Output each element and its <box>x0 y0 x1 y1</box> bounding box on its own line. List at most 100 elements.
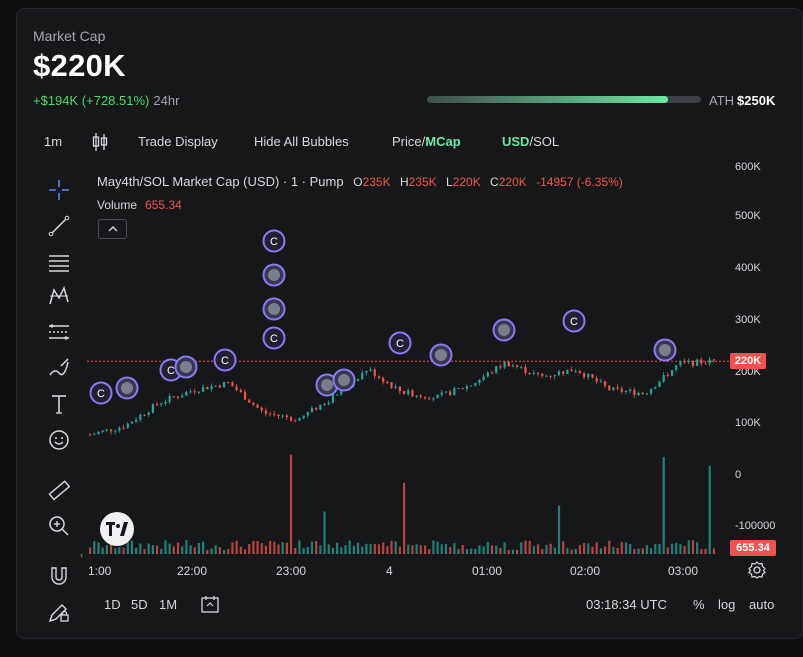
trade-bubble[interactable]: C <box>562 309 586 333</box>
candle <box>457 388 460 390</box>
candle <box>637 392 640 396</box>
trade-bubble[interactable] <box>492 318 516 342</box>
change-period: 24hr <box>153 93 180 108</box>
trade-bubble[interactable] <box>429 343 453 367</box>
candle <box>553 375 556 377</box>
volume-bar <box>143 549 146 554</box>
text-tool-icon[interactable] <box>44 390 74 418</box>
trade-bubble[interactable]: C <box>262 229 286 253</box>
candle <box>708 359 711 364</box>
trend-line-icon[interactable] <box>44 212 74 240</box>
price-mcap-toggle[interactable]: Price/MCap <box>392 134 461 149</box>
brush-icon[interactable] <box>44 354 74 382</box>
trade-bubble[interactable]: C <box>388 331 412 355</box>
volume-bar <box>478 545 481 554</box>
interval-button[interactable]: 1m <box>44 134 63 149</box>
chart-canvas[interactable]: C C C C C C C <box>87 164 789 590</box>
trade-bubble[interactable] <box>262 297 286 321</box>
price-mcap-separator: / <box>421 134 426 149</box>
ath-label: ATH $250K <box>709 93 775 108</box>
ath-progress-bar <box>427 96 701 103</box>
open-key: O <box>353 175 363 189</box>
ruler-icon[interactable] <box>44 476 74 504</box>
emoji-icon[interactable] <box>44 426 74 454</box>
volume-bar <box>562 541 565 554</box>
range-1m-button[interactable]: 1M <box>159 597 178 612</box>
lock-drawings-icon[interactable] <box>44 598 74 626</box>
magnet-icon[interactable] <box>44 562 74 590</box>
close-value: 220K <box>498 175 527 189</box>
candle <box>273 414 276 416</box>
candle <box>235 386 238 391</box>
volume-bar <box>235 540 238 554</box>
ath-progress-fill <box>427 96 669 103</box>
bubble-letter: C <box>270 236 278 248</box>
volume-bar <box>348 540 351 554</box>
candle <box>377 376 381 378</box>
volume-bar <box>394 541 397 554</box>
volume-bar <box>109 540 113 554</box>
candle <box>298 418 301 421</box>
change-amount: +$194K (+728.51%) <box>33 93 150 108</box>
date-range-icon[interactable] <box>200 594 220 617</box>
auto-toggle[interactable]: auto <box>749 597 775 612</box>
zoom-in-icon[interactable] <box>44 512 74 540</box>
candle <box>453 388 456 396</box>
volume-bar <box>428 549 431 554</box>
trade-bubble[interactable] <box>315 373 339 397</box>
candle <box>386 381 389 383</box>
y-tick-label: 200K <box>735 366 761 378</box>
volume-bar <box>407 544 410 554</box>
volume-bar <box>135 547 138 554</box>
volume-bar <box>712 548 716 554</box>
candle <box>624 390 628 392</box>
trade-bubble[interactable]: C <box>213 348 237 372</box>
candle <box>620 388 623 392</box>
candle <box>478 379 481 384</box>
x-tick-label: 4 <box>386 564 393 578</box>
hide-bubbles-button[interactable]: Hide All Bubbles <box>254 134 349 149</box>
volume-bar <box>557 505 561 554</box>
volume-bar <box>377 544 381 554</box>
horizontal-lines-icon[interactable] <box>44 248 74 276</box>
trade-bubble[interactable] <box>653 338 677 362</box>
crosshair-icon[interactable] <box>44 176 74 204</box>
scroll-left-icon[interactable]: ‹ <box>80 550 84 561</box>
trade-bubble[interactable] <box>115 376 139 400</box>
trade-bubble[interactable]: C <box>262 326 286 350</box>
bubble-avatar <box>435 349 447 361</box>
percent-toggle[interactable]: % <box>693 597 705 612</box>
candle <box>432 398 435 400</box>
pattern-icon[interactable] <box>44 282 74 310</box>
candle <box>356 379 360 381</box>
candles-icon[interactable] <box>92 132 108 155</box>
candle <box>239 390 242 393</box>
settings-gear-icon[interactable] <box>748 561 766 584</box>
range-5d-button[interactable]: 5D <box>131 597 148 612</box>
candle <box>650 388 653 394</box>
log-toggle[interactable]: log <box>718 597 736 612</box>
trade-display-button[interactable]: Trade Display <box>138 134 218 149</box>
volume-bar <box>469 548 473 554</box>
trade-bubble[interactable]: C <box>89 381 113 405</box>
measure-lines-icon[interactable] <box>44 318 74 346</box>
clock-time[interactable]: 03:18:34 UTC <box>586 597 667 612</box>
volume-bar <box>587 543 590 554</box>
volume-bar <box>222 549 226 554</box>
trade-bubble[interactable] <box>332 368 356 392</box>
trade-bubble[interactable] <box>174 355 198 379</box>
collapse-legend-button[interactable] <box>98 219 127 239</box>
volume-bar <box>310 541 314 554</box>
candle <box>168 396 171 402</box>
volume-bar <box>256 541 259 554</box>
candle <box>369 369 372 371</box>
tradingview-logo[interactable] <box>100 512 134 546</box>
volume-bar <box>185 540 188 554</box>
trade-bubble[interactable] <box>262 263 286 287</box>
candle <box>118 427 121 431</box>
usd-sol-toggle[interactable]: USD/SOL <box>502 134 559 149</box>
candle <box>528 373 531 375</box>
range-1d-button[interactable]: 1D <box>104 597 121 612</box>
volume-bar <box>227 548 230 554</box>
volume-bar <box>608 540 611 554</box>
